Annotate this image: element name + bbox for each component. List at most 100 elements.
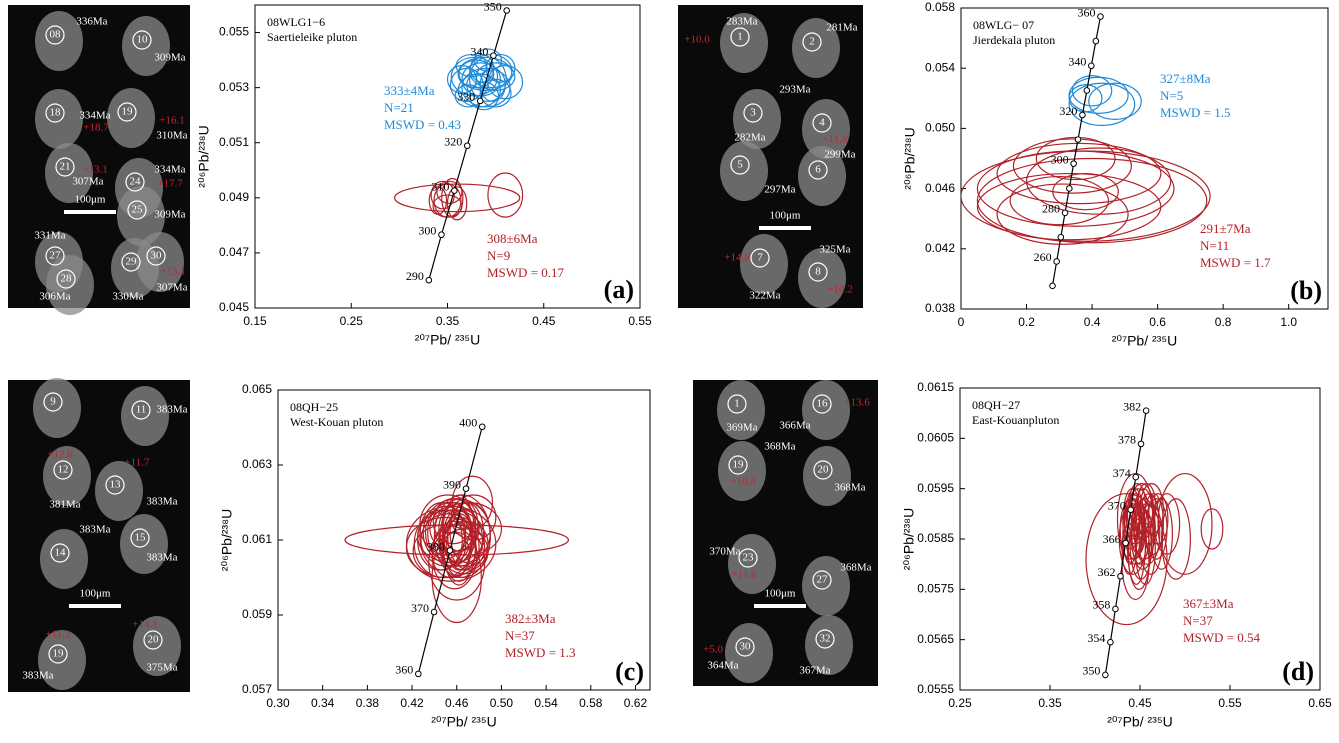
x-tick-label: 0.65 [1308,696,1332,710]
y-tick-label: 0.057 [242,682,272,696]
x-tick-label: 0.25 [948,696,972,710]
y-tick-label: 0.0615 [917,380,954,394]
concordia-age: 378 [1118,433,1136,447]
sample-id: 08QH−27 [972,398,1020,412]
age-label: +17.7 [157,178,183,190]
concordia-age: 374 [1113,466,1131,480]
concordia-age: 340 [1068,55,1086,69]
age-label: +16.1 [159,115,184,127]
zircon-grain [740,234,788,294]
age-label: 293Ma [779,84,810,96]
age-label: 282Ma [734,132,765,144]
y-tick-label: 0.059 [242,607,272,621]
figure: 08336Ma10309Ma334Ma+18.71819+16.1310Ma21… [0,0,1339,738]
x-tick-label: 0.2 [1018,315,1035,329]
y-tick-label: 0.065 [242,382,272,396]
sample-id: 08QH−25 [290,400,338,414]
age-annotation: MSWD = 1.3 [505,645,576,660]
age-label: 383Ma [156,404,187,416]
x-tick-label: 0.38 [356,696,380,710]
spot-number: 8 [815,266,821,278]
age-label: +14.1 [132,619,157,631]
pluton-name: West-Kouan pluton [290,415,383,429]
spot-number: 2 [809,36,815,48]
age-annotation: 367±3Ma [1183,596,1234,611]
concordia-point [1108,639,1114,645]
spot-number: 4 [819,117,825,129]
x-tick-label: 0.54 [534,696,558,710]
spot-number: 27 [50,250,62,262]
spot-number: 12 [58,464,69,476]
x-tick-label: 0.4 [1084,315,1101,329]
y-axis-label: ²⁰⁶Pb/²³⁸U [902,127,918,189]
x-tick-label: 0.55 [1218,696,1242,710]
concordia-age: 358 [1092,598,1110,612]
age-label: 364Ma [707,660,738,672]
age-annotation: N=5 [1160,88,1183,103]
age-label: +13.1 [160,266,185,278]
plot-frame [255,5,640,308]
concordia-point [1071,161,1077,167]
age-label: 297Ma [764,184,795,196]
spot-number: 19 [733,459,745,471]
spot-number: 20 [818,464,830,476]
age-label: 307Ma [156,282,187,294]
y-tick-label: 0.063 [242,457,272,471]
age-label: 283Ma [726,16,757,28]
concordia-age: 354 [1087,631,1105,645]
concordia-point [1098,14,1104,20]
concordia-point [1089,63,1095,69]
age-label: +10.0 [684,34,710,46]
age-label: 307Ma [72,176,103,188]
concordia-age: 310 [431,179,449,193]
concordia-age: 360 [1077,5,1095,19]
age-label: 306Ma [39,291,70,303]
concordia-age: 380 [427,539,445,553]
age-annotation: N=9 [487,248,510,263]
spot-number: 30 [151,250,163,262]
scale-bar [759,226,811,230]
scale-bar [754,604,806,608]
age-label: 383Ma [146,552,177,564]
age-label: 370Ma [709,546,740,558]
concordia-point [416,671,422,677]
sample-id: 08WLG1−6 [267,15,325,29]
concordia-age: 320 [444,135,462,149]
concordia-age: 370 [411,601,429,615]
age-annotation: 333±4Ma [384,83,435,98]
zircon-grain [120,514,168,574]
y-tick-label: 0.058 [925,0,955,14]
y-tick-label: 0.053 [219,80,249,94]
concordia-point [431,609,437,615]
concordia-point [1093,38,1099,44]
spot-number: 23 [743,552,755,564]
age-label: +13.1 [82,164,107,176]
concordia-point [1054,259,1060,265]
spot-number: 14 [55,547,67,559]
age-annotation: 308±6Ma [487,231,538,246]
age-label: +10.2 [827,284,852,296]
zircon-grain [725,623,773,683]
age-label: +18.7 [83,122,109,134]
panel-letter: (a) [604,275,634,304]
concordia-age: 360 [395,663,413,677]
spot-number: 10 [137,34,149,46]
concordia-point [491,53,497,59]
x-tick-label: 0.34 [311,696,335,710]
age-annotation: 291±7Ma [1200,221,1251,236]
y-tick-label: 0.054 [925,60,955,74]
sample-id: 08WLG− 07 [973,18,1034,32]
age-annotation: N=21 [384,100,414,115]
age-label: 310Ma [156,130,187,142]
age-annotation: 382±3Ma [505,611,556,626]
x-tick-label: 0 [958,315,965,329]
y-tick-label: 0.055 [219,25,249,39]
scale-label: 100μm [765,588,796,600]
y-tick-label: 0.050 [925,121,955,135]
x-tick-label: 1.0 [1280,315,1297,329]
age-label: 330Ma [112,291,143,303]
concordia-point [1123,540,1129,546]
x-tick-label: 0.45 [532,314,556,328]
panel-letter: (d) [1282,657,1314,686]
age-label: +5.0 [703,644,723,656]
